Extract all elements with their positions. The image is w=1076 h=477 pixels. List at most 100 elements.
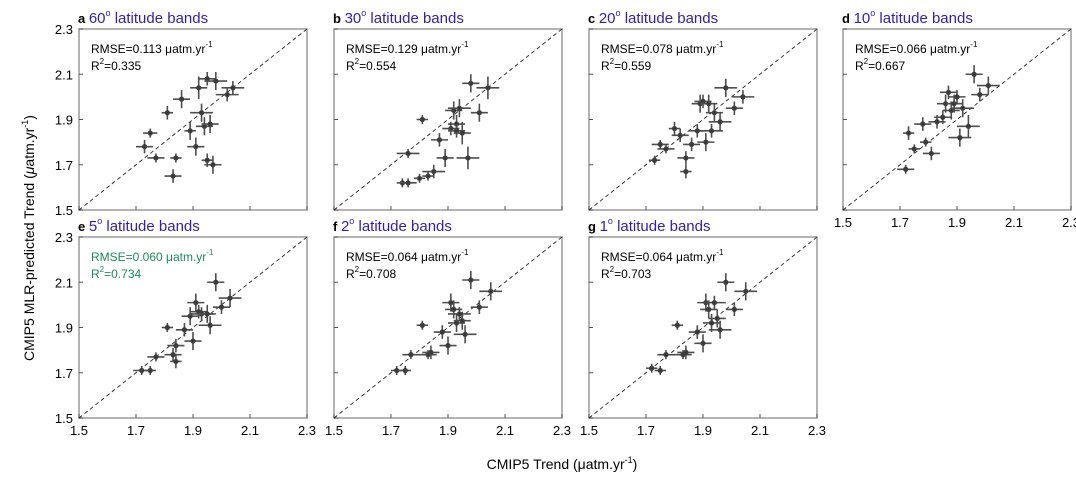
data-point [703, 295, 726, 310]
data-point [396, 148, 420, 158]
panel-title: g 1o latitude bands [588, 216, 711, 235]
data-point [914, 117, 932, 131]
y-axis-title: CMIP5 MLR-predicted Trend (μatm.yr-1) [20, 115, 37, 361]
panel-c: c 20o latitude bands RMSE=0.078 μatm.yr-1… [588, 8, 818, 211]
point-marker [977, 92, 983, 98]
data-point [207, 273, 225, 292]
point-marker [717, 119, 723, 125]
y-tick-label: 1.7 [55, 158, 73, 173]
point-marker [419, 322, 425, 328]
data-point [198, 316, 222, 335]
data-point [422, 345, 440, 360]
r2-stat: R2=0.703 [601, 265, 651, 281]
panel-title-degree: o [106, 8, 111, 18]
data-point [677, 151, 695, 165]
panel-letter: a [78, 11, 89, 26]
data-point [184, 332, 202, 351]
x-tick-label: 1.7 [382, 423, 400, 438]
panel-letter: e [78, 219, 89, 234]
y-tick-label: 1.9 [55, 113, 73, 128]
panel-title-degree: o [97, 216, 102, 226]
point-marker [465, 155, 471, 161]
point-marker [179, 96, 185, 102]
data-point [164, 169, 182, 183]
data-point [948, 90, 966, 104]
panel-title-number: 30 [345, 10, 362, 27]
x-tick-label: 2.1 [751, 423, 769, 438]
point-marker [723, 279, 729, 285]
point-marker [402, 367, 408, 374]
point-marker [204, 157, 210, 163]
point-marker [951, 101, 957, 107]
data-point [683, 137, 701, 152]
data-point [147, 153, 165, 163]
point-marker [903, 166, 909, 172]
point-marker [476, 304, 482, 310]
y-tick-label: 1.7 [55, 366, 73, 381]
point-marker [419, 116, 425, 123]
data-point [908, 144, 920, 154]
r2-sup: 2 [355, 265, 360, 274]
point-marker [743, 288, 749, 294]
data-point [654, 365, 666, 376]
panel-b: b 30o latitude bands RMSE=0.129 μatm.yr-1… [333, 8, 563, 211]
data-point [951, 99, 975, 118]
x-tick-label: 2.1 [241, 423, 259, 438]
r2-stat: R2=0.734 [91, 265, 141, 281]
data-point [725, 101, 743, 115]
data-point [922, 146, 940, 161]
point-marker [683, 349, 689, 355]
point-marker [204, 311, 210, 317]
panel-title: e 5o latitude bands [78, 216, 200, 235]
data-point [708, 309, 726, 328]
data-point [919, 137, 932, 147]
data-point [144, 365, 156, 376]
x-tick-label: 2.3 [808, 423, 826, 438]
point-marker [708, 320, 715, 326]
data-point [422, 171, 434, 181]
point-marker [674, 322, 680, 328]
point-marker [394, 367, 400, 374]
point-marker [468, 80, 474, 86]
point-marker [448, 300, 454, 306]
data-point [198, 304, 216, 323]
point-marker [740, 94, 746, 100]
panel-title-number: 5 [89, 218, 97, 235]
point-marker [934, 119, 940, 125]
data-point [402, 350, 420, 360]
data-point [215, 87, 239, 102]
point-marker [985, 82, 991, 89]
data-point [897, 164, 915, 174]
panel-title-number: 60 [89, 10, 106, 27]
data-point [668, 121, 681, 136]
point-marker [920, 121, 926, 127]
point-marker [711, 110, 718, 116]
x-tick-label: 1.9 [948, 215, 966, 230]
point-marker [945, 89, 952, 95]
point-marker [218, 304, 225, 310]
data-point [399, 365, 411, 376]
y-axis-title-sup: -1 [20, 120, 30, 128]
point-marker [170, 352, 176, 358]
point-marker [476, 110, 482, 116]
point-marker [459, 318, 465, 324]
x-tick-label: 1.9 [694, 423, 712, 438]
plot-frame [588, 236, 818, 419]
panel-letter: c [588, 11, 599, 26]
point-marker [488, 288, 494, 294]
panel-title-number: 1 [600, 218, 608, 235]
data-point [416, 320, 429, 330]
data-point [448, 307, 471, 321]
point-marker [224, 92, 230, 98]
point-marker [940, 114, 946, 120]
panel-title-text: latitude bands [111, 10, 209, 27]
rmse-value: RMSE=0.078 μatm.yr [601, 42, 716, 56]
point-marker [456, 105, 462, 111]
rmse-stat: RMSE=0.113 μatm.yr-1 [91, 40, 213, 56]
x-tick-label: 2.3 [1062, 215, 1076, 230]
point-marker [141, 144, 148, 150]
r2-value: =0.703 [614, 267, 651, 281]
r2-value: =0.335 [104, 59, 141, 73]
data-point [190, 103, 213, 122]
